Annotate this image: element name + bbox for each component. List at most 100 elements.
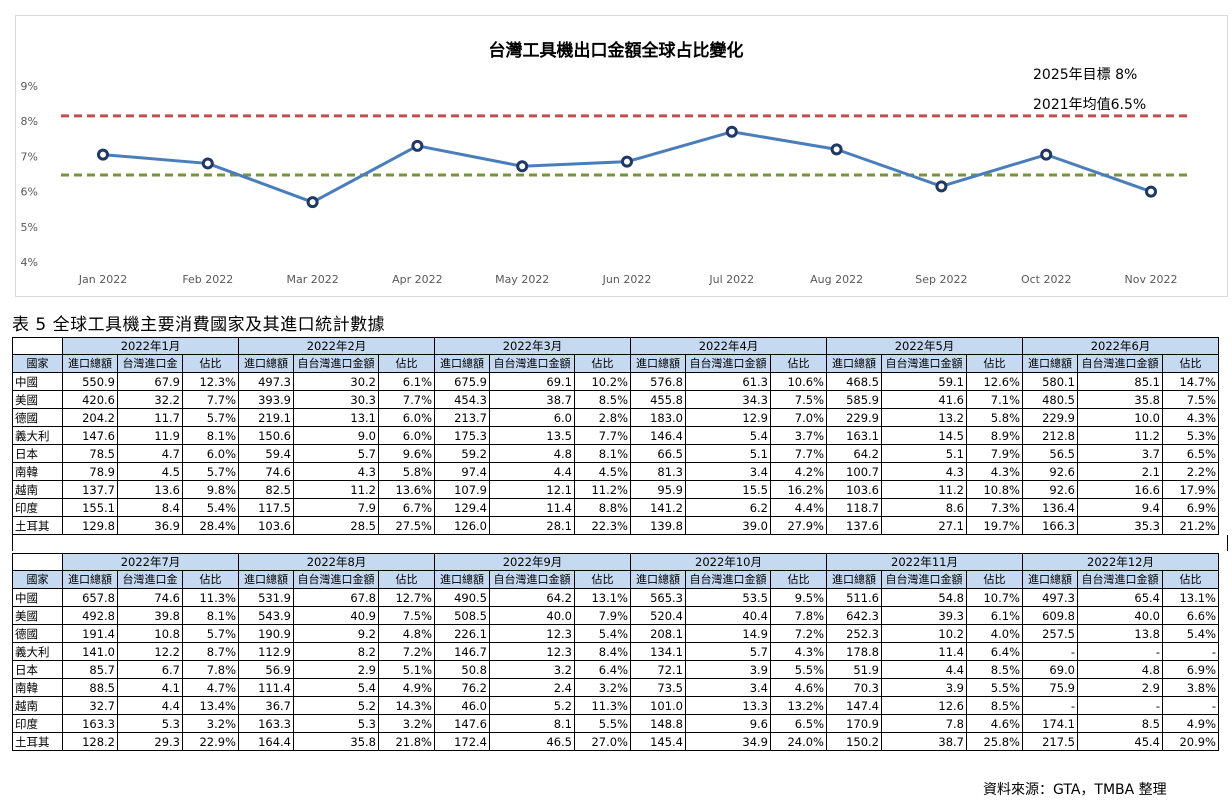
country-cell: 越南 xyxy=(12,480,63,499)
value-cell: 5.1% xyxy=(378,660,435,679)
value-cell: 101.0 xyxy=(630,696,686,715)
value-cell: 13.2 xyxy=(881,408,967,427)
value-cell: 17.9% xyxy=(1162,480,1219,499)
country-cell: 德國 xyxy=(12,408,63,427)
month-header: 2022年12月 xyxy=(1022,553,1219,571)
value-cell: 213.7 xyxy=(434,408,490,427)
column-header: 自台灣進口金額 xyxy=(293,570,379,589)
value-cell: 54.8 xyxy=(881,588,967,607)
value-cell: 112.9 xyxy=(238,642,294,661)
country-cell: 中國 xyxy=(12,372,63,391)
month-header: 2022年7月 xyxy=(62,553,239,571)
value-cell: 11.2% xyxy=(574,480,631,499)
data-point xyxy=(306,196,319,209)
value-cell: 10.8% xyxy=(966,480,1023,499)
y-tick-label: 9% xyxy=(21,80,38,93)
value-cell: 59.2 xyxy=(434,444,490,463)
value-cell: 5.8% xyxy=(378,462,435,481)
value-cell: 7.7% xyxy=(378,390,435,409)
value-cell: 229.9 xyxy=(1022,408,1078,427)
value-cell: 19.7% xyxy=(966,516,1023,535)
value-cell: 219.1 xyxy=(238,408,294,427)
value-cell: 6.1% xyxy=(966,606,1023,625)
value-cell: 190.9 xyxy=(238,624,294,643)
x-tick-label: Nov 2022 xyxy=(1125,273,1178,286)
value-cell: 24.0% xyxy=(770,732,827,751)
value-cell: 3.9 xyxy=(881,678,967,697)
column-header: 進口總額 xyxy=(826,354,882,373)
column-header: 進口總額 xyxy=(238,354,294,373)
value-cell: 657.8 xyxy=(62,588,118,607)
value-cell: 4.8 xyxy=(1077,660,1163,679)
data-point xyxy=(830,143,843,156)
column-header: 自台灣進口金額 xyxy=(685,354,771,373)
column-header: 佔比 xyxy=(182,570,239,589)
value-cell: 146.7 xyxy=(434,642,490,661)
value-cell: 4.5% xyxy=(574,462,631,481)
value-cell: 8.1% xyxy=(574,444,631,463)
value-cell: 25.8% xyxy=(966,732,1023,751)
value-cell: 5.8% xyxy=(966,408,1023,427)
value-cell: 4.5 xyxy=(117,462,183,481)
value-cell: 146.4 xyxy=(630,426,686,445)
value-cell: 9.2 xyxy=(293,624,379,643)
value-cell: 565.3 xyxy=(630,588,686,607)
x-tick-label: Oct 2022 xyxy=(1021,273,1072,286)
x-tick-label: Apr 2022 xyxy=(392,273,443,286)
value-cell: 455.8 xyxy=(630,390,686,409)
value-cell: 13.1% xyxy=(574,588,631,607)
value-cell: 6.9% xyxy=(1162,498,1219,517)
table-row: 南韓 88.5 4.1 4.7% 111.4 5.4 4.9% 76.2 2.4 3.2% 73.5… xyxy=(12,678,1219,697)
value-cell: 8.1% xyxy=(182,426,239,445)
value-cell: 492.8 xyxy=(62,606,118,625)
country-cell: 越南 xyxy=(12,696,63,715)
value-cell: 28.1 xyxy=(489,516,575,535)
value-cell: 2.4 xyxy=(489,678,575,697)
value-cell: 12.7% xyxy=(378,588,435,607)
y-tick-label: 8% xyxy=(21,115,38,128)
value-cell: 150.6 xyxy=(238,426,294,445)
value-cell: 147.4 xyxy=(826,696,882,715)
value-cell: 10.0 xyxy=(1077,408,1163,427)
value-cell: 252.3 xyxy=(826,624,882,643)
value-cell: 10.8 xyxy=(117,624,183,643)
value-cell: 61.3 xyxy=(685,372,771,391)
value-cell: 9.8% xyxy=(182,480,239,499)
value-cell: 8.5% xyxy=(966,696,1023,715)
value-cell: 59.1 xyxy=(881,372,967,391)
country-cell: 日本 xyxy=(12,444,63,463)
value-cell: 420.6 xyxy=(62,390,118,409)
value-cell: 111.4 xyxy=(238,678,294,697)
value-cell: 56.9 xyxy=(238,660,294,679)
value-cell: 2.8% xyxy=(574,408,631,427)
value-cell: 4.6% xyxy=(770,678,827,697)
value-cell: 6.6% xyxy=(1162,606,1219,625)
value-cell: 3.2 xyxy=(489,660,575,679)
value-cell: 170.9 xyxy=(826,714,882,733)
y-tick-label: 6% xyxy=(21,186,38,199)
column-header: 自台灣進口金額 xyxy=(1077,570,1163,589)
value-cell: 35.8 xyxy=(293,732,379,751)
value-cell: 21.8% xyxy=(378,732,435,751)
value-cell: 217.5 xyxy=(1022,732,1078,751)
value-cell: 12.6 xyxy=(881,696,967,715)
value-cell: 40.4 xyxy=(685,606,771,625)
value-cell: 4.4 xyxy=(881,660,967,679)
value-cell: 8.9% xyxy=(966,426,1023,445)
value-cell: 8.5% xyxy=(574,390,631,409)
value-cell: 13.1% xyxy=(1162,588,1219,607)
value-cell: 4.3% xyxy=(770,642,827,661)
value-cell: 85.1 xyxy=(1077,372,1163,391)
value-cell: 76.2 xyxy=(434,678,490,697)
table-row: 美國 492.8 39.8 8.1% 543.9 40.9 7.5% 508.5 40.0 7.9… xyxy=(12,606,1219,625)
value-cell: 6.5% xyxy=(770,714,827,733)
x-tick-label: Mar 2022 xyxy=(286,273,338,286)
value-cell: 155.1 xyxy=(62,498,118,517)
value-cell: 6.0% xyxy=(182,444,239,463)
table-row: 印度 155.1 8.4 5.4% 117.5 7.9 6.7% 129.4 11.4 8.8% 1… xyxy=(12,498,1219,517)
month-header: 2022年11月 xyxy=(826,553,1023,571)
value-cell: 29.3 xyxy=(117,732,183,751)
table-row: 日本 85.7 6.7 7.8% 56.9 2.9 5.1% 50.8 3.2 6.4% 72.1 3… xyxy=(12,660,1219,679)
header-blank xyxy=(12,337,63,355)
table-caption: 表 5 全球工具機主要消費國家及其進口統計數據 xyxy=(12,315,386,335)
